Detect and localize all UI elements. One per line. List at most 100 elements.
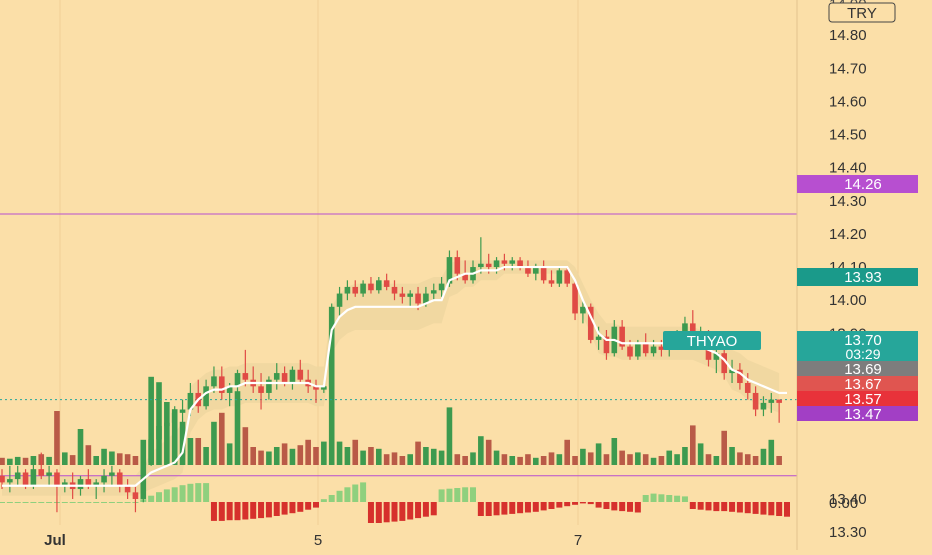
time-label-jul: Jul xyxy=(44,532,66,549)
candle xyxy=(360,280,366,297)
symbol-tag[interactable]: THYAO xyxy=(663,331,761,350)
last-price-label: 13.70 03:29 xyxy=(797,331,918,362)
volume-bar xyxy=(219,412,225,465)
oscillator-bar xyxy=(705,502,712,511)
volume-bar xyxy=(642,454,649,465)
oscillator-bar xyxy=(517,502,524,514)
oscillator-bar xyxy=(493,502,500,516)
oscillator-bar xyxy=(532,502,539,512)
price-tick: 14.20 xyxy=(829,226,867,243)
oscillator-bar xyxy=(328,495,335,502)
volume-bar xyxy=(446,407,453,465)
volume-bar xyxy=(650,457,657,465)
oscillator-bar xyxy=(697,502,704,510)
candle xyxy=(336,286,343,317)
oscillator-bar xyxy=(124,502,131,503)
candle xyxy=(328,303,335,390)
oscillator-bar xyxy=(462,487,469,502)
volume-bar xyxy=(226,443,233,465)
candle xyxy=(352,280,359,297)
candle xyxy=(737,363,743,390)
candle xyxy=(46,465,52,486)
candle xyxy=(595,326,602,350)
currency-badge[interactable]: TRY xyxy=(828,2,896,23)
oscillator-bar xyxy=(375,502,382,523)
oscillator-bar xyxy=(391,502,398,522)
candle xyxy=(266,376,272,400)
candle xyxy=(407,290,413,307)
volume-bar xyxy=(14,456,21,465)
volume-bar xyxy=(140,439,147,465)
oscillator-bar xyxy=(642,495,649,502)
oscillator-bar xyxy=(22,502,29,503)
volume-bar xyxy=(179,421,186,465)
volume-bar xyxy=(478,436,484,465)
candle xyxy=(7,465,13,493)
oscillator-bar xyxy=(179,485,186,502)
volume-bar xyxy=(360,450,366,465)
volume-bar xyxy=(611,438,618,465)
oscillator-bar xyxy=(148,495,155,502)
candle xyxy=(219,366,225,400)
volume-bar xyxy=(572,456,578,465)
oscillator-bar xyxy=(313,502,319,508)
oscillator-bar xyxy=(430,502,437,516)
oscillator-bar xyxy=(218,502,225,521)
volume-bar xyxy=(368,447,374,465)
volume-bar xyxy=(430,448,437,465)
time-axis[interactable]: Jul 5 7 xyxy=(44,532,582,549)
price-tick: 13.40 xyxy=(829,491,867,508)
volume-bar xyxy=(509,456,516,465)
volume-bar xyxy=(603,454,610,465)
oscillator-bar xyxy=(713,502,720,512)
candle xyxy=(517,257,523,271)
oscillator-bar xyxy=(760,502,767,515)
volume-bar xyxy=(737,452,743,465)
candle xyxy=(93,479,99,499)
candle xyxy=(752,386,759,417)
candle xyxy=(313,379,319,403)
volume-bar xyxy=(234,391,241,465)
oscillator-bar xyxy=(69,502,76,503)
oscillator-bar xyxy=(611,502,618,511)
oscillator-bar xyxy=(572,502,579,505)
volume-bar xyxy=(705,454,712,465)
candle xyxy=(430,283,437,301)
oscillator-bar xyxy=(242,502,249,520)
oscillator-bar xyxy=(744,502,751,514)
candle xyxy=(101,469,107,493)
oscillator-bar xyxy=(187,483,194,502)
candle xyxy=(30,462,37,490)
volume-bar xyxy=(258,450,264,465)
time-label-7: 7 xyxy=(574,532,582,549)
volume-bar xyxy=(556,454,563,465)
volume-bar xyxy=(391,452,398,465)
candle xyxy=(258,373,264,410)
oscillator-tick-zero: 0.00 xyxy=(829,495,858,512)
svg-text:13.69: 13.69 xyxy=(844,361,882,378)
volume-bar xyxy=(250,447,256,465)
volume-bar xyxy=(438,450,445,465)
volume-bar xyxy=(658,456,665,465)
countdown-timer: 03:29 xyxy=(845,346,880,362)
oscillator-bar xyxy=(77,502,84,503)
volume-bar xyxy=(148,376,154,465)
svg-text:13.67: 13.67 xyxy=(844,376,882,393)
candle xyxy=(454,250,461,281)
oscillator-bar xyxy=(454,488,461,502)
oscillator-bar xyxy=(289,502,296,514)
oscillator-bar xyxy=(603,502,610,509)
candle xyxy=(14,465,21,486)
oscillator-bar xyxy=(721,502,728,512)
volume-bar xyxy=(69,455,76,465)
oscillator-bar xyxy=(438,489,445,502)
oscillator-bar xyxy=(156,492,162,502)
volume-bar xyxy=(682,447,688,465)
volume-bar xyxy=(744,454,751,465)
oscillator-bar xyxy=(163,489,170,502)
volume-bar xyxy=(729,447,735,465)
svg-text:13.47: 13.47 xyxy=(844,406,882,423)
oscillator-bar xyxy=(85,502,92,503)
